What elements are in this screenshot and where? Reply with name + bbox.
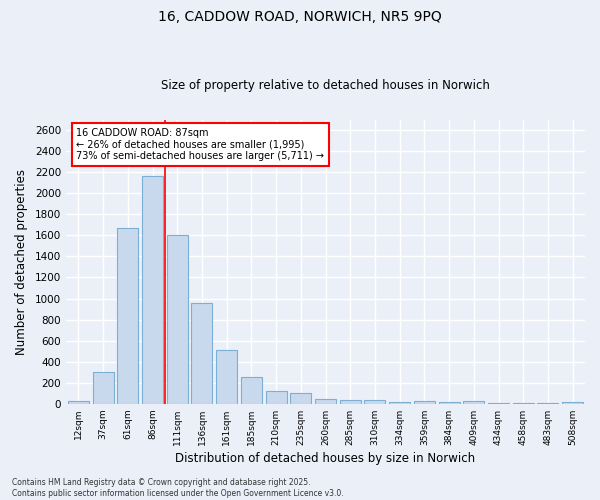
Bar bbox=[488, 403, 509, 404]
Bar bbox=[389, 402, 410, 404]
Bar bbox=[68, 401, 89, 404]
Text: 16 CADDOW ROAD: 87sqm
← 26% of detached houses are smaller (1,995)
73% of semi-d: 16 CADDOW ROAD: 87sqm ← 26% of detached … bbox=[76, 128, 325, 162]
Bar bbox=[266, 391, 287, 404]
Bar bbox=[538, 403, 559, 404]
Bar bbox=[340, 400, 361, 404]
Bar bbox=[241, 378, 262, 404]
Bar bbox=[290, 394, 311, 404]
Bar bbox=[92, 372, 113, 404]
Text: 16, CADDOW ROAD, NORWICH, NR5 9PQ: 16, CADDOW ROAD, NORWICH, NR5 9PQ bbox=[158, 10, 442, 24]
Bar bbox=[118, 228, 139, 404]
Bar bbox=[463, 400, 484, 404]
Bar bbox=[216, 350, 237, 404]
Bar bbox=[315, 398, 336, 404]
Bar bbox=[439, 402, 460, 404]
Bar bbox=[142, 176, 163, 404]
Bar bbox=[414, 400, 435, 404]
Bar bbox=[562, 402, 583, 404]
Y-axis label: Number of detached properties: Number of detached properties bbox=[15, 168, 28, 354]
Bar bbox=[513, 403, 534, 404]
Bar bbox=[167, 236, 188, 404]
Title: Size of property relative to detached houses in Norwich: Size of property relative to detached ho… bbox=[161, 79, 490, 92]
Text: Contains HM Land Registry data © Crown copyright and database right 2025.
Contai: Contains HM Land Registry data © Crown c… bbox=[12, 478, 344, 498]
Bar bbox=[191, 302, 212, 404]
X-axis label: Distribution of detached houses by size in Norwich: Distribution of detached houses by size … bbox=[175, 452, 476, 465]
Bar bbox=[364, 400, 385, 404]
